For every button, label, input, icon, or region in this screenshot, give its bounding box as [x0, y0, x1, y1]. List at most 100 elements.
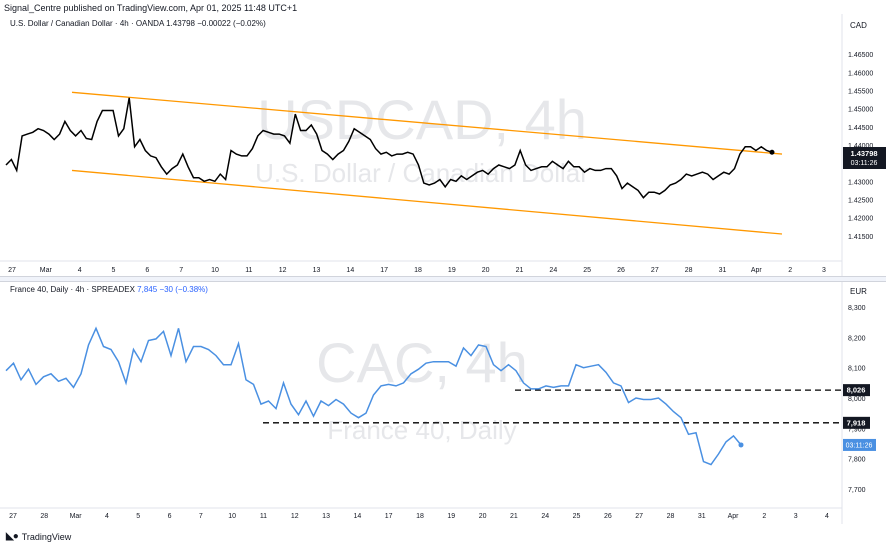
- price-tick-label: 8,300: [848, 305, 866, 312]
- level-badge-7918: 7,918: [847, 418, 866, 427]
- time-tick-label: Mar: [70, 513, 83, 520]
- time-tick-label: 7: [179, 267, 183, 274]
- time-tick-label: 3: [794, 513, 798, 520]
- time-tick-label: 4: [105, 513, 109, 520]
- time-tick-label: 26: [604, 513, 612, 520]
- time-tick-label: 10: [211, 267, 219, 274]
- cac-pane[interactable]: CAC, 4h France 40, Daily 7,700 7,800 7,900…: [0, 282, 886, 524]
- cac-legend[interactable]: France 40, Daily · 4h · SPREADEX 7,845 −…: [10, 285, 208, 294]
- price-channel[interactable]: [71, 91, 783, 235]
- price-tick-label: 1.45000: [848, 107, 873, 114]
- channel-upper-line[interactable]: [71, 91, 783, 155]
- time-tick-label: 20: [479, 513, 487, 520]
- time-tick-label: 12: [291, 513, 299, 520]
- time-tick-label: Apr: [728, 513, 740, 520]
- currency-label-eur: EUR: [850, 287, 867, 296]
- price-tick-label: 1.42000: [848, 216, 873, 223]
- time-tick-label: 31: [698, 513, 706, 520]
- usdcad-chart[interactable]: USDCAD, 4h U.S. Dollar / Canadian Dollar…: [0, 14, 886, 276]
- cac-countdown-badge: 03:11:26: [846, 442, 873, 449]
- time-tick-label: 27: [8, 267, 16, 274]
- cac-time-axis[interactable]: 27 28 Mar 4 5 6 7 10 11 12 13 14 17 18 19 20 21 24 25 26 27 2…: [9, 513, 829, 520]
- time-tick-label: 17: [385, 513, 393, 520]
- price-tick-label: 8,100: [848, 366, 866, 373]
- time-tick-label: 4: [78, 267, 82, 274]
- time-tick-label: 24: [549, 267, 557, 274]
- time-tick-label: 18: [414, 267, 422, 274]
- cac-price-line: [5, 326, 742, 466]
- usdcad-legend-title: U.S. Dollar / Canadian Dollar · 4h · OAN…: [10, 19, 164, 28]
- time-tick-label: 13: [322, 513, 330, 520]
- horizontal-levels[interactable]: [263, 389, 842, 424]
- cac-watermark: CAC, 4h: [316, 331, 528, 394]
- last-price-dot: [738, 442, 744, 448]
- time-tick-label: 24: [541, 513, 549, 520]
- cac-watermark-sub: France 40, Daily: [327, 415, 516, 445]
- time-tick-label: 2: [762, 513, 766, 520]
- time-tick-label: 27: [635, 513, 643, 520]
- price-tick-label: 1.42500: [848, 198, 873, 205]
- cac-legend-value: 7,845: [137, 285, 158, 294]
- usdcad-time-axis[interactable]: 27 Mar 4 5 6 7 10 11 12 13 14 17 18 19 20 21 24 25 26 27 28 3…: [8, 267, 826, 274]
- time-tick-label: 5: [112, 267, 116, 274]
- cac-legend-title: France 40, Daily · 4h · SPREADEX: [10, 285, 135, 294]
- time-tick-label: 17: [380, 267, 388, 274]
- time-tick-label: 21: [510, 513, 518, 520]
- time-tick-label: 7: [199, 513, 203, 520]
- price-tick-label: 7,700: [848, 487, 866, 494]
- usdcad-pane[interactable]: USDCAD, 4h U.S. Dollar / Canadian Dollar…: [0, 14, 886, 276]
- footer[interactable]: ◣● TradingView: [6, 531, 71, 542]
- usdcad-countdown-badge: 03:11:26: [851, 160, 878, 167]
- cac-legend-change: −30 (−0.38%): [159, 285, 208, 294]
- time-tick-label: 25: [583, 267, 591, 274]
- price-tick-label: 1.44500: [848, 125, 873, 132]
- tradingview-logo-icon: ◣●: [6, 531, 19, 542]
- time-tick-label: 13: [313, 267, 321, 274]
- usdcad-price-axis[interactable]: 1.415001.420001.425001.430001.435001.440…: [848, 52, 873, 241]
- time-tick-label: 10: [228, 513, 236, 520]
- usdcad-price-badge: 1.43798: [850, 149, 877, 158]
- level-badge-8026: 8,026: [847, 386, 866, 395]
- cac-price-axis[interactable]: 7,700 7,800 7,900 8,000 8,100 8,200 8,300: [848, 305, 866, 494]
- price-tick-label: 1.45500: [848, 89, 873, 96]
- time-tick-label: 19: [448, 267, 456, 274]
- price-tick-label: 8,000: [848, 396, 866, 403]
- price-tick-label: 1.46000: [848, 70, 873, 77]
- time-tick-label: 28: [40, 513, 48, 520]
- publish-info: Signal_Centre published on TradingView.c…: [4, 3, 298, 13]
- time-tick-label: 27: [9, 513, 17, 520]
- time-tick-label: 11: [260, 513, 267, 520]
- time-tick-label: 6: [168, 513, 172, 520]
- time-tick-label: 4: [825, 513, 829, 520]
- usdcad-legend[interactable]: U.S. Dollar / Canadian Dollar · 4h · OAN…: [10, 19, 266, 28]
- time-tick-label: 27: [651, 267, 659, 274]
- usdcad-legend-value: 1.43798: [166, 19, 195, 28]
- currency-label-cad: CAD: [850, 21, 867, 30]
- time-tick-label: 11: [245, 267, 252, 274]
- channel-lower-line[interactable]: [71, 169, 783, 235]
- price-tick-label: 1.43000: [848, 179, 873, 186]
- time-tick-label: 18: [416, 513, 424, 520]
- usdcad-price-badges: 1.43798 03:11:26: [843, 147, 886, 169]
- cac-level-badges: 8,026 7,918 03:11:26: [843, 384, 876, 451]
- time-tick-label: 14: [353, 513, 361, 520]
- usdcad-watermark: USDCAD, 4h: [257, 88, 587, 151]
- time-tick-label: 2: [788, 267, 792, 274]
- time-tick-label: 25: [573, 513, 581, 520]
- price-tick-label: 1.44000: [848, 143, 873, 150]
- usdcad-watermark-sub: U.S. Dollar / Canadian Dollar: [255, 158, 589, 188]
- usdcad-legend-change: −0.00022 (−0.02%): [197, 19, 266, 28]
- time-tick-label: 28: [685, 267, 693, 274]
- cac-chart[interactable]: CAC, 4h France 40, Daily 7,700 7,800 7,900…: [0, 282, 886, 524]
- last-price-dot: [769, 149, 775, 155]
- time-tick-label: 12: [279, 267, 287, 274]
- pane-divider[interactable]: [0, 276, 886, 282]
- time-tick-label: 26: [617, 267, 625, 274]
- price-tick-label: 1.46500: [848, 52, 873, 59]
- price-tick-label: 1.41500: [848, 234, 873, 241]
- time-tick-label: Apr: [751, 267, 763, 274]
- time-tick-label: 19: [447, 513, 455, 520]
- time-tick-label: 20: [482, 267, 490, 274]
- time-tick-label: 6: [145, 267, 149, 274]
- time-tick-label: 14: [346, 267, 354, 274]
